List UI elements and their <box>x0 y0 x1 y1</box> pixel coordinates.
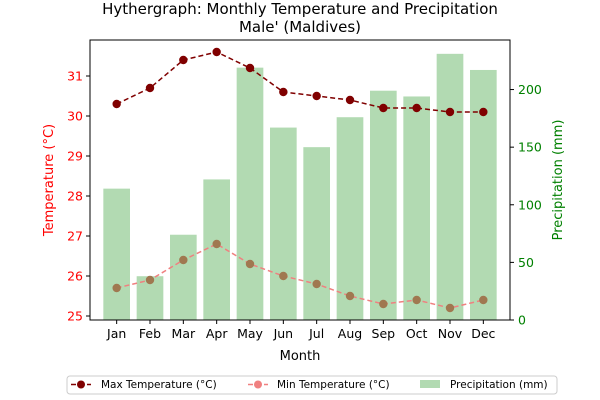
x-tick-label: Jul <box>308 326 324 341</box>
max-temp-point-jul <box>312 91 321 101</box>
x-tick-label: Mar <box>172 326 196 341</box>
legend: Max Temperature (°C) Min Temperature (°C… <box>66 375 558 395</box>
max-temp-point-feb <box>145 83 155 93</box>
min-temp-point-jan <box>112 283 121 293</box>
legend-min-label: Min Temperature (°C) <box>277 379 390 391</box>
precip-bar-aug <box>336 117 364 320</box>
min-temp-point-sep <box>379 299 388 309</box>
right-y-tick-label: 50 <box>518 255 534 270</box>
x-axis: Jan Feb Mar Apr May Jun Jul Aug Sep Oct Nov Dec <box>106 320 496 341</box>
right-y-tick-label: 200 <box>518 82 542 97</box>
min-temp-point-jun <box>279 271 288 281</box>
x-tick-label: Aug <box>338 326 362 341</box>
x-tick-label: May <box>237 326 263 341</box>
x-axis-label: Month <box>280 349 321 364</box>
legend-max-label: Max Temperature (°C) <box>101 379 217 391</box>
right-y-tick-label: 100 <box>518 197 542 212</box>
max-temp-point-sep <box>379 103 388 113</box>
left-y-tick-label: 29 <box>67 149 83 164</box>
min-temp-point-apr <box>212 239 221 249</box>
left-y-tick-label: 26 <box>67 269 83 284</box>
left-y-tick-label: 25 <box>67 309 83 324</box>
x-tick-label: Apr <box>206 326 228 341</box>
min-temp-point-dec <box>479 295 488 305</box>
min-temp-point-mar <box>179 255 188 265</box>
min-temp-point-may <box>245 259 255 269</box>
max-temp-line <box>116 51 484 113</box>
left-y-tick-label: 27 <box>67 229 83 244</box>
x-tick-label: Nov <box>438 326 463 341</box>
precip-bar-jul <box>303 147 330 320</box>
max-temp-point-aug <box>345 95 355 105</box>
precip-bar-jun <box>270 127 297 320</box>
min-temp-point-feb <box>145 275 155 285</box>
right-y-tick-label: 0 <box>518 313 526 328</box>
legend-max-marker-icon <box>77 380 85 389</box>
chart-subtitle: Male' (Maldives) <box>239 18 361 36</box>
precip-bar-sep <box>370 90 397 320</box>
precip-bar-dec <box>470 69 497 320</box>
left-y-tick-label: 30 <box>67 109 83 124</box>
min-temp-point-jul <box>312 279 321 289</box>
max-temp-point-jan <box>112 99 121 109</box>
right-y-tick-label: 150 <box>518 140 542 155</box>
plot-frame <box>89 39 511 321</box>
precipitation-bars <box>103 53 497 321</box>
legend-min-marker-icon <box>254 380 262 389</box>
x-tick-label: Jun <box>273 326 294 341</box>
legend-precip-swatch-icon <box>420 380 440 388</box>
left-y-axis: 25 26 27 28 29 30 31 <box>67 69 90 324</box>
max-temp-point-jun <box>279 87 288 97</box>
temperature-lines <box>112 47 488 313</box>
right-y-axis: 0 50 100 150 200 <box>510 82 542 328</box>
max-temp-point-dec <box>479 107 488 117</box>
min-temp-point-aug <box>345 291 355 301</box>
legend-precip-label: Precipitation (mm) <box>450 379 548 391</box>
x-tick-label: Sep <box>372 326 396 341</box>
max-temp-point-apr <box>212 47 221 57</box>
chart-title: Hythergraph: Monthly Temperature and Pre… <box>102 0 498 18</box>
precip-bar-nov <box>436 53 464 321</box>
precip-bar-jan <box>103 188 130 320</box>
precip-bar-mar <box>170 234 197 320</box>
max-temp-point-nov <box>445 107 455 117</box>
right-y-axis-label: Precipitation (mm) <box>551 120 566 241</box>
left-y-axis-label: Temperature (°C) <box>42 124 57 237</box>
x-tick-label: Oct <box>406 326 428 341</box>
x-tick-label: Dec <box>471 326 495 341</box>
min-temp-line <box>116 243 484 309</box>
x-tick-label: Jan <box>106 326 126 341</box>
x-tick-label: Feb <box>139 326 161 341</box>
max-temp-point-may <box>245 63 255 73</box>
max-temp-point-mar <box>179 55 188 65</box>
precip-bar-may <box>236 67 264 320</box>
left-y-tick-label: 31 <box>67 69 83 84</box>
max-temp-point-oct <box>412 103 421 113</box>
min-temp-point-nov <box>445 303 455 313</box>
min-temp-point-oct <box>412 295 421 305</box>
precip-bar-oct <box>403 96 430 320</box>
left-y-tick-label: 28 <box>67 189 83 204</box>
